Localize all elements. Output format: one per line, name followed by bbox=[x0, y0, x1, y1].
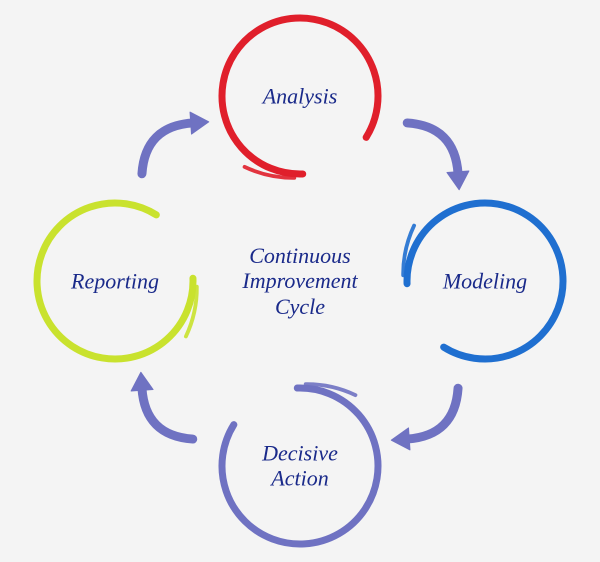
node-label-analysis: Analysis bbox=[263, 83, 338, 108]
arrow-reporting-analysis bbox=[142, 123, 193, 174]
arrowhead-reporting-analysis bbox=[190, 112, 209, 134]
center-title: Continuous Improvement Cycle bbox=[242, 243, 357, 319]
arrowhead-decisive-reporting bbox=[131, 372, 153, 391]
arrow-modeling-decisive bbox=[407, 388, 458, 439]
arrowhead-analysis-modeling bbox=[447, 171, 469, 190]
arrow-analysis-modeling bbox=[407, 123, 458, 174]
cycle-diagram: Continuous Improvement Cycle Analysis Mo… bbox=[0, 0, 600, 562]
arrow-decisive-reporting bbox=[142, 388, 193, 439]
node-label-reporting: Reporting bbox=[71, 268, 159, 293]
node-label-modeling: Modeling bbox=[443, 268, 527, 293]
node-label-decisive: Decisive Action bbox=[262, 441, 338, 492]
arrowhead-modeling-decisive bbox=[391, 428, 410, 450]
